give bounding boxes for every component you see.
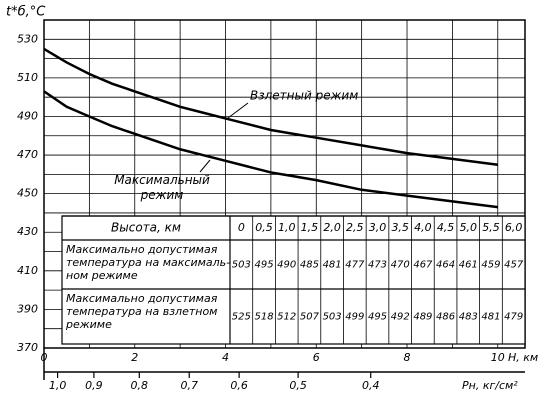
table-row-label: температура на максималь- bbox=[66, 256, 230, 269]
curve bbox=[43, 47, 498, 166]
table-cell: 503 bbox=[232, 260, 251, 271]
table-height: 4,5 bbox=[437, 221, 455, 234]
table-cell: 518 bbox=[254, 312, 273, 323]
pressure-tick-label: 0,6 bbox=[230, 379, 248, 392]
y-tick-label: 530 bbox=[17, 32, 38, 45]
y-tick-label: 450 bbox=[17, 187, 38, 200]
series-label: Взлетный режим bbox=[250, 89, 358, 103]
table-height: 4,0 bbox=[414, 221, 432, 234]
table-cell: 481 bbox=[323, 260, 342, 271]
pressure-tick-label: 0,4 bbox=[362, 379, 380, 392]
x-tick-label: 4 bbox=[222, 351, 229, 364]
table-cell: 490 bbox=[277, 260, 296, 271]
table-cell: 507 bbox=[300, 312, 320, 323]
y-tick-label: 490 bbox=[17, 109, 38, 122]
x-tick-label: 2 bbox=[131, 351, 138, 364]
plot-frame bbox=[43, 19, 526, 349]
table-height: 1,5 bbox=[301, 221, 319, 234]
series-label-line: режим bbox=[140, 188, 184, 202]
table-cell: 479 bbox=[504, 312, 523, 323]
table-height: 5,5 bbox=[482, 221, 500, 234]
table-cell: 485 bbox=[300, 260, 319, 271]
table-height: 0 bbox=[238, 221, 245, 234]
table-cell: 499 bbox=[345, 312, 364, 323]
table-height: 0,5 bbox=[255, 221, 273, 234]
y-tick-label: 370 bbox=[17, 341, 38, 354]
table-cell: 473 bbox=[368, 260, 387, 271]
table-cell: 495 bbox=[254, 260, 273, 271]
table-cell: 483 bbox=[459, 312, 478, 323]
leader-line bbox=[199, 159, 211, 173]
table-header: Высота, км bbox=[111, 221, 181, 235]
table-cell: 492 bbox=[391, 312, 410, 323]
x-tick-label: 8 bbox=[404, 351, 411, 364]
pressure-tick-label: 0,5 bbox=[289, 379, 307, 392]
y-tick-label: 390 bbox=[17, 302, 38, 315]
table-cell: 512 bbox=[277, 312, 296, 323]
table-cell: 470 bbox=[391, 260, 410, 271]
y-tick-label: 510 bbox=[17, 71, 38, 84]
table-cell: 464 bbox=[436, 260, 455, 271]
table-height: 5,0 bbox=[460, 221, 478, 234]
table-height: 3,0 bbox=[369, 221, 387, 234]
x-axis-label: H, км bbox=[508, 351, 538, 364]
pressure-tick-label: 0,7 bbox=[180, 379, 198, 392]
pressure-axis-label: Pн, кг/см² bbox=[462, 379, 518, 392]
table-height: 1,0 bbox=[278, 221, 296, 234]
table-height: 6,0 bbox=[505, 221, 523, 234]
table-row-label: Максимально допустимая bbox=[66, 292, 218, 305]
y-axis-label: t*б,°C bbox=[6, 5, 46, 20]
x-tick-label: 6 bbox=[313, 351, 320, 364]
y-tick-label: 410 bbox=[17, 264, 38, 277]
table-cell: 467 bbox=[413, 260, 433, 271]
table-bg bbox=[61, 215, 526, 345]
table-cell: 457 bbox=[504, 260, 524, 271]
table-cell: 486 bbox=[436, 312, 455, 323]
series-label: Максимальный режим bbox=[114, 173, 210, 202]
y-tick-label: 430 bbox=[17, 225, 38, 238]
curve bbox=[43, 90, 498, 209]
pressure-tick-label: 1,0 bbox=[49, 379, 67, 392]
table-cell: 489 bbox=[413, 312, 432, 323]
pressure-tick-label: 0,8 bbox=[131, 379, 149, 392]
table-row-label: Максимально допустимая bbox=[66, 243, 218, 256]
table-cell: 495 bbox=[368, 312, 387, 323]
pressure-tick-label: 0,9 bbox=[85, 379, 103, 392]
table-cell: 461 bbox=[459, 260, 478, 271]
table-row-label: режиме bbox=[65, 318, 112, 331]
table-cell: 481 bbox=[481, 312, 500, 323]
table-height: 3,5 bbox=[391, 221, 409, 234]
table-cell: 503 bbox=[323, 312, 342, 323]
series-label-line: Максимальный bbox=[114, 173, 210, 187]
table-cell: 459 bbox=[481, 260, 500, 271]
table-row-label: ном режиме bbox=[66, 269, 138, 282]
x-tick-label: 10 bbox=[491, 351, 505, 364]
table-row-label: температура на взлетном bbox=[66, 305, 217, 318]
table-cell: 525 bbox=[232, 312, 251, 323]
y-tick-label: 470 bbox=[17, 148, 38, 161]
leader-line bbox=[227, 102, 249, 119]
table-height: 2,5 bbox=[346, 221, 364, 234]
table-cell: 477 bbox=[345, 260, 365, 271]
table-height: 2,0 bbox=[323, 221, 341, 234]
